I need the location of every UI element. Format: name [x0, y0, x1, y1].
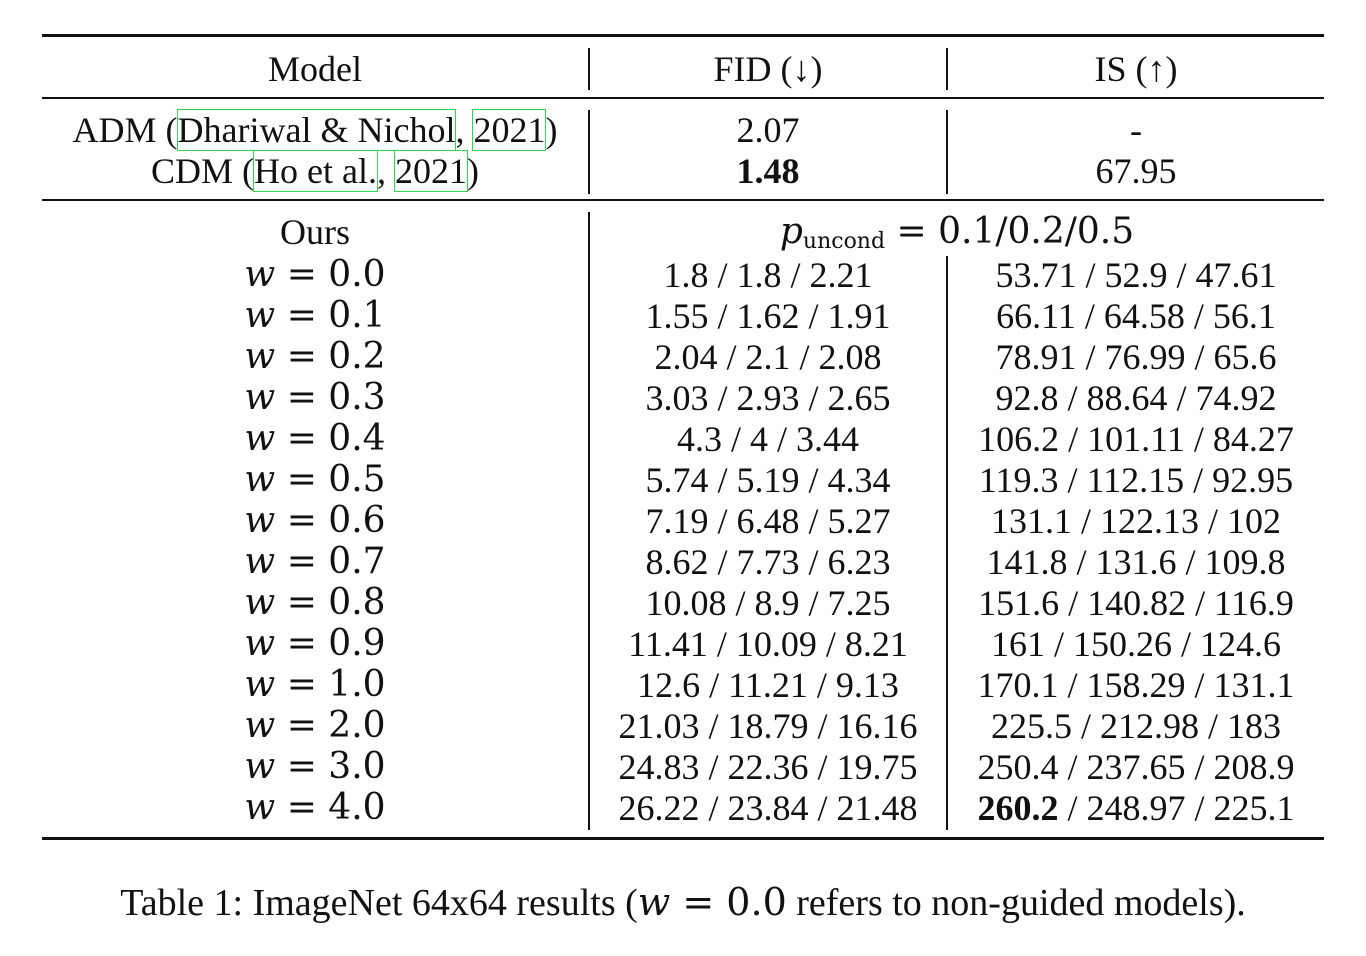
ours-row-fid: 11.41 / 10.09 / 8.21 — [628, 624, 908, 664]
ours-separator-1 — [588, 212, 590, 830]
top-rule — [42, 34, 1324, 37]
baseline-is-adm: - — [1130, 110, 1142, 150]
ours-row-w: w = 0.6 — [244, 500, 386, 541]
ours-row-w: w = 0.7 — [244, 541, 386, 582]
citation-link[interactable]: Ho et al. — [253, 150, 378, 192]
ours-row-fid: 26.22 / 23.84 / 21.48 — [618, 788, 918, 828]
baseline-model-cdm: CDM (Ho et al., 2021) — [151, 150, 479, 192]
baseline-separator-1 — [588, 110, 590, 194]
ours-row-w: w = 0.3 — [244, 377, 386, 418]
ours-row-is: 53.71 / 52.9 / 47.61 — [995, 255, 1277, 295]
baseline-fid-adm: 2.07 — [736, 110, 800, 150]
header-rule — [42, 97, 1324, 99]
ours-row-w: w = 1.0 — [244, 664, 386, 705]
ours-row-fid: 10.08 / 8.9 / 7.25 — [645, 583, 891, 623]
ours-separator-2 — [946, 256, 948, 830]
baseline-is-cdm: 67.95 — [1095, 151, 1177, 191]
ours-row-w: w = 0.4 — [244, 418, 386, 459]
baseline-model-adm: ADM (Dhariwal & Nichol, 2021) — [72, 109, 558, 151]
ours-row-w: w = 2.0 — [244, 705, 386, 746]
bottom-rule — [42, 837, 1324, 840]
header-separator-1 — [588, 48, 590, 90]
ours-row-is: 66.11 / 64.58 / 56.1 — [996, 296, 1276, 336]
ours-row-fid: 1.8 / 1.8 / 2.21 — [663, 255, 873, 295]
ours-row-fid: 1.55 / 1.62 / 1.91 — [645, 296, 891, 336]
ours-row-w: w = 0.0 — [244, 254, 386, 295]
ours-row-fid: 5.74 / 5.19 / 4.34 — [645, 460, 891, 500]
baseline-separator-2 — [946, 110, 948, 194]
ours-row-fid: 24.83 / 22.36 / 19.75 — [618, 747, 918, 787]
ours-row-w: w = 0.2 — [244, 336, 386, 377]
ours-row-fid: 8.62 / 7.73 / 6.23 — [645, 542, 891, 582]
ours-row-is: 78.91 / 76.99 / 65.6 — [995, 337, 1277, 377]
ours-row-fid: 4.3 / 4 / 3.44 — [676, 419, 859, 459]
header-separator-2 — [946, 48, 948, 90]
citation-year-link[interactable]: 2021 — [394, 150, 468, 192]
citation-link[interactable]: Dhariwal & Nichol — [176, 109, 457, 151]
ours-row-fid: 3.03 / 2.93 / 2.65 — [645, 378, 891, 418]
ours-row-is: 161 / 150.26 / 124.6 — [990, 624, 1281, 664]
ours-row-is: 250.4 / 237.65 / 208.9 — [977, 747, 1295, 787]
ours-row-is: 106.2 / 101.11 / 84.27 — [978, 419, 1294, 459]
table-caption: Table 1: ImageNet 64x64 results (w = 0.0… — [120, 880, 1246, 924]
ours-row-fid: 12.6 / 11.21 / 9.13 — [637, 665, 899, 705]
header-is: IS (↑) — [1094, 49, 1178, 89]
ours-row-w: w = 4.0 — [244, 787, 386, 828]
ours-row-is: 225.5 / 212.98 / 183 — [990, 706, 1281, 746]
ours-row-w: w = 3.0 — [244, 746, 386, 787]
ours-row-fid: 21.03 / 18.79 / 16.16 — [618, 706, 918, 746]
ours-row-fid: 7.19 / 6.48 / 5.27 — [645, 501, 891, 541]
puncond-label: puncond = 0.1/0.2/0.5 — [779, 211, 1135, 255]
ours-row-is: 151.6 / 140.82 / 116.9 — [978, 583, 1294, 623]
ours-row-is: 92.8 / 88.64 / 74.92 — [995, 378, 1277, 418]
ours-label: Ours — [280, 212, 350, 252]
ours-row-w: w = 0.8 — [244, 582, 386, 623]
ours-row-w: w = 0.9 — [244, 623, 386, 664]
citation-year-link[interactable]: 2021 — [472, 109, 547, 151]
ours-row-is: 141.8 / 131.6 / 109.8 — [986, 542, 1286, 582]
baseline-fid-cdm: 1.48 — [736, 151, 800, 191]
header-fid: FID (↓) — [713, 49, 823, 89]
ours-row-is: 119.3 / 112.15 / 92.95 — [978, 460, 1294, 500]
baseline-rule — [42, 199, 1324, 201]
ours-row-w: w = 0.1 — [244, 295, 386, 336]
ours-row-is: 131.1 / 122.13 / 102 — [990, 501, 1281, 541]
ours-row-is: 170.1 / 158.29 / 131.1 — [977, 665, 1295, 705]
header-model: Model — [268, 49, 362, 89]
ours-row-fid: 2.04 / 2.1 / 2.08 — [654, 337, 882, 377]
ours-row-is: 260.2 / 248.97 / 225.1 — [977, 788, 1295, 828]
ours-row-w: w = 0.5 — [244, 459, 386, 500]
